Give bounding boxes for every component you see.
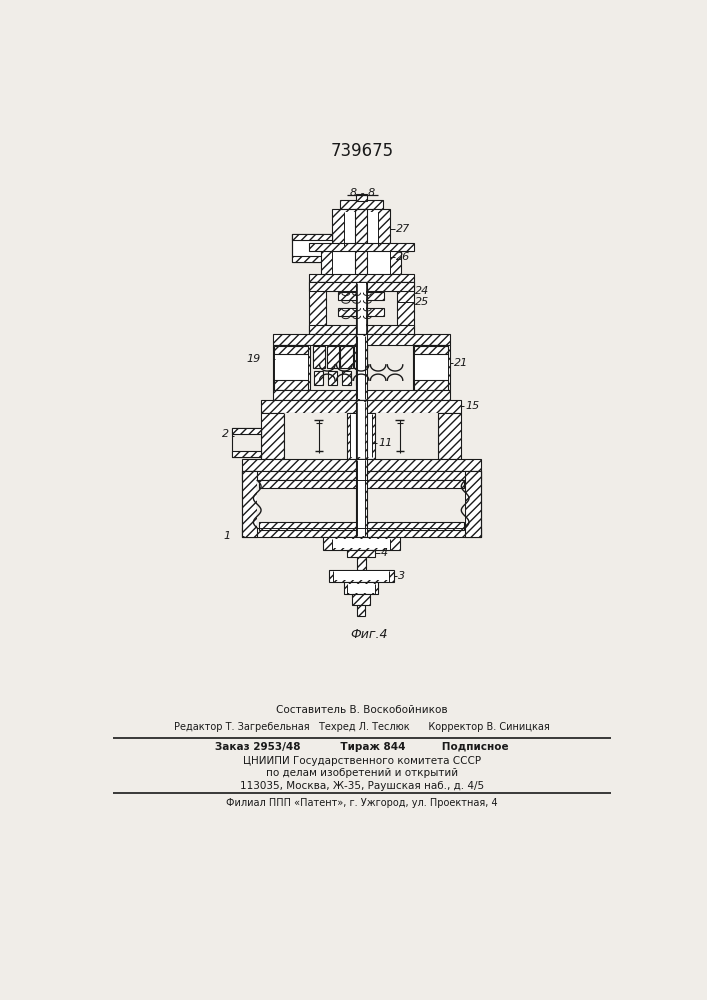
- Text: 27: 27: [396, 224, 410, 234]
- Bar: [354, 346, 366, 368]
- Bar: [339, 200, 382, 209]
- Text: 3: 3: [398, 571, 405, 581]
- Text: 15: 15: [465, 401, 479, 411]
- Bar: [327, 346, 339, 368]
- Bar: [274, 346, 308, 388]
- Bar: [438, 413, 461, 459]
- Bar: [259, 480, 464, 488]
- Bar: [356, 557, 366, 570]
- Bar: [356, 194, 366, 201]
- Bar: [332, 539, 390, 548]
- Bar: [352, 594, 370, 605]
- Bar: [338, 308, 385, 316]
- Bar: [242, 471, 257, 537]
- Text: по делам изобретений и открытий: по делам изобретений и открытий: [266, 768, 458, 778]
- Bar: [273, 334, 450, 345]
- Text: 11: 11: [378, 438, 392, 448]
- Text: Фиг.4: Фиг.4: [350, 628, 387, 641]
- Bar: [261, 413, 284, 459]
- Bar: [356, 283, 366, 334]
- Bar: [356, 400, 366, 459]
- Bar: [284, 413, 438, 459]
- Bar: [274, 346, 308, 354]
- Bar: [356, 282, 366, 334]
- Text: 25: 25: [415, 297, 429, 307]
- Text: Филиал ППП «Патент», г. Ужгород, ул. Проектная, 4: Филиал ППП «Патент», г. Ужгород, ул. Про…: [226, 798, 498, 808]
- Bar: [292, 234, 332, 240]
- Bar: [357, 605, 365, 616]
- Bar: [261, 400, 461, 413]
- Text: 739675: 739675: [330, 142, 394, 160]
- Text: 24: 24: [415, 286, 429, 296]
- Bar: [242, 528, 481, 537]
- Bar: [355, 248, 368, 277]
- Bar: [356, 371, 365, 385]
- Bar: [309, 243, 414, 251]
- Bar: [292, 234, 332, 262]
- Bar: [414, 346, 448, 354]
- Bar: [273, 389, 450, 400]
- Bar: [232, 428, 261, 434]
- Bar: [309, 325, 414, 334]
- Bar: [232, 451, 261, 457]
- Bar: [328, 371, 337, 385]
- Bar: [314, 371, 324, 385]
- Bar: [332, 250, 390, 275]
- Bar: [357, 336, 365, 399]
- Bar: [344, 582, 378, 594]
- Bar: [351, 414, 372, 457]
- Bar: [334, 571, 389, 580]
- Bar: [347, 584, 375, 593]
- Text: 4: 4: [380, 548, 387, 558]
- Text: 8 - 8: 8 - 8: [350, 188, 375, 198]
- Bar: [232, 428, 261, 457]
- Bar: [414, 380, 448, 389]
- Text: 26: 26: [396, 252, 410, 262]
- Bar: [321, 248, 402, 277]
- Bar: [397, 282, 414, 334]
- Bar: [344, 212, 378, 246]
- Text: 21: 21: [454, 358, 468, 368]
- Bar: [338, 292, 385, 300]
- Bar: [355, 209, 368, 248]
- Bar: [340, 346, 353, 368]
- Bar: [309, 274, 414, 282]
- Text: Редактор Т. Загребельная   Техред Л. Теслюк      Корректор В. Синицкая: Редактор Т. Загребельная Техред Л. Теслю…: [174, 722, 550, 732]
- Text: ЦНИИПИ Государственного комитета СССР: ЦНИИПИ Государственного комитета СССР: [243, 756, 481, 766]
- Bar: [329, 570, 394, 582]
- Bar: [465, 471, 481, 537]
- Bar: [309, 282, 326, 334]
- Bar: [273, 345, 310, 389]
- Bar: [242, 459, 481, 471]
- Text: Составитель В. Воскобойников: Составитель В. Воскобойников: [276, 705, 448, 715]
- Bar: [356, 334, 366, 400]
- Bar: [356, 459, 366, 537]
- Text: 1: 1: [223, 531, 230, 541]
- Bar: [274, 380, 308, 389]
- Bar: [342, 371, 351, 385]
- Text: Заказ 2953/48           Тираж 844          Подписное: Заказ 2953/48 Тираж 844 Подписное: [215, 742, 509, 752]
- Bar: [332, 209, 390, 248]
- Bar: [357, 460, 365, 536]
- Text: 113035, Москва, Ж-35, Раушская наб., д. 4/5: 113035, Москва, Ж-35, Раушская наб., д. …: [240, 781, 484, 791]
- Bar: [309, 282, 414, 291]
- Bar: [242, 471, 481, 480]
- Bar: [347, 413, 375, 459]
- Bar: [357, 402, 365, 457]
- Bar: [259, 522, 464, 530]
- Text: 2: 2: [221, 429, 229, 439]
- Text: 19: 19: [247, 354, 261, 364]
- Bar: [414, 346, 448, 388]
- Bar: [312, 346, 325, 368]
- Bar: [356, 300, 366, 309]
- Bar: [322, 537, 399, 550]
- Bar: [257, 480, 465, 528]
- Bar: [413, 345, 450, 389]
- Bar: [347, 550, 375, 557]
- Bar: [292, 256, 332, 262]
